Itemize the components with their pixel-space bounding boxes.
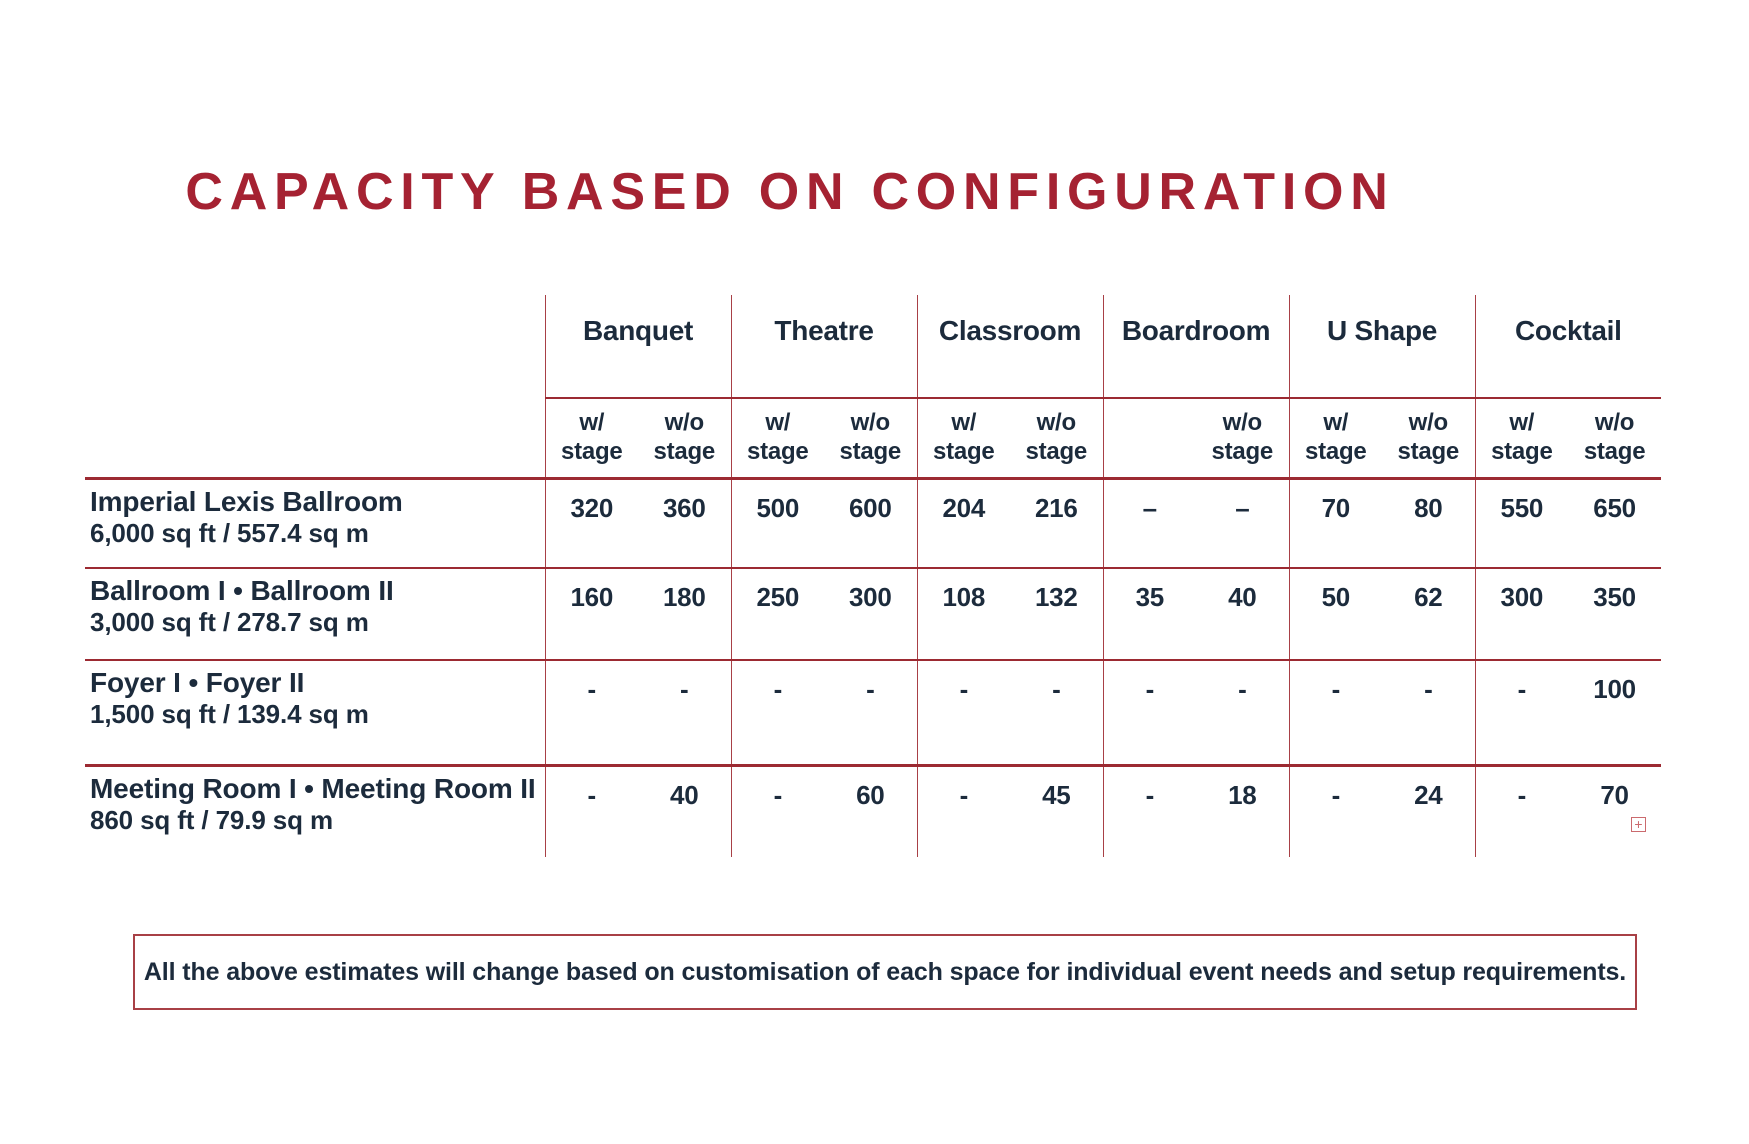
room-name: Foyer I • Foyer II	[90, 667, 305, 698]
page-title: CAPACITY BASED ON CONFIGURATION	[185, 163, 1395, 221]
capacity-cell: 300	[1474, 568, 1569, 661]
capacity-cell: -	[730, 660, 825, 767]
subheader-classroom-w-stage: w/stage	[916, 398, 1011, 480]
capacity-cell: 80	[1382, 478, 1476, 569]
capacity-cell: 132	[1010, 568, 1104, 661]
capacity-cell: -	[1102, 765, 1197, 857]
capacity-cell: -	[1196, 660, 1290, 767]
capacity-table: Banquet Theatre Classroom Boardroom U Sh…	[85, 295, 1662, 857]
room-name: Imperial Lexis Ballroom	[90, 485, 403, 517]
capacity-cell: 550	[1474, 478, 1569, 569]
capacity-cell: -	[544, 765, 638, 857]
capacity-cell: 300	[824, 568, 918, 661]
subheader-classroom-wo-stage: w/o stage	[1010, 398, 1104, 480]
room-name: Meeting Room I • Meeting Room II	[90, 772, 536, 804]
capacity-cell: 216	[1010, 478, 1104, 569]
subheader-ushape-wo-stage: w/o stage	[1382, 398, 1476, 480]
subheader-cocktail-wo-stage: w/o stage	[1568, 398, 1662, 480]
capacity-cell: -	[1382, 660, 1476, 767]
room-size: 1,500 sq ft / 139.4 sq m	[90, 699, 369, 730]
capacity-cell: -	[544, 660, 638, 767]
room-label: Imperial Lexis Ballroom 6,000 sq ft / 55…	[85, 478, 545, 569]
capacity-cell: 500	[730, 478, 825, 569]
subheader-ushape-w-stage: w/stage	[1288, 398, 1383, 480]
capacity-cell: 70	[1288, 478, 1383, 569]
capacity-cell: 35	[1102, 568, 1197, 661]
room-size: 6,000 sq ft / 557.4 sq m	[90, 517, 369, 548]
capacity-cell: -	[638, 660, 732, 767]
column-group-header-row: Banquet Theatre Classroom Boardroom U Sh…	[85, 295, 1662, 399]
room-name: Ballroom I • Ballroom II	[90, 575, 394, 606]
subheader-banquet-w-stage: w/stage	[544, 398, 638, 480]
capacity-cell: -	[824, 660, 918, 767]
room-label: Foyer I • Foyer II 1,500 sq ft / 139.4 s…	[85, 660, 545, 767]
table-row-foyer-1-2: Foyer I • Foyer II 1,500 sq ft / 139.4 s…	[85, 660, 1662, 767]
room-size: 3,000 sq ft / 278.7 sq m	[90, 607, 369, 638]
capacity-cell: 204	[916, 478, 1011, 569]
column-group-banquet: Banquet	[544, 295, 732, 399]
capacity-cell: 40	[1196, 568, 1290, 661]
table-row-ballroom-1-2: Ballroom I • Ballroom II 3,000 sq ft / 2…	[85, 568, 1662, 661]
room-label: Ballroom I • Ballroom II 3,000 sq ft / 2…	[85, 568, 545, 661]
disclaimer-note-text: All the above estimates will change base…	[143, 957, 1627, 986]
room-size: 860 sq ft / 79.9 sq m	[90, 804, 333, 835]
table-row-meeting-room-1-2: Meeting Room I • Meeting Room II 860 sq …	[85, 765, 1661, 857]
column-group-cocktail: Cocktail	[1474, 295, 1662, 399]
capacity-cell: -	[730, 765, 825, 857]
subheader-banquet-wo-stage: w/o stage	[638, 398, 732, 480]
capacity-cell: 50	[1288, 568, 1383, 661]
subheader-boardroom-blank	[1102, 398, 1197, 480]
capacity-cell: 180	[638, 568, 732, 661]
capacity-cell: -	[1288, 765, 1383, 857]
capacity-cell: 18	[1228, 779, 1257, 810]
subheader-boardroom-wo-stage: w/o stage	[1196, 398, 1290, 480]
capacity-cell: 650	[1568, 478, 1662, 569]
capacity-cell: 600	[824, 478, 918, 569]
capacity-cell: 40	[670, 779, 699, 810]
capacity-cell: -	[1288, 660, 1383, 767]
column-group-theatre: Theatre	[730, 295, 918, 399]
capacity-cell: -	[1010, 660, 1104, 767]
column-group-classroom: Classroom	[916, 295, 1104, 399]
capacity-cell: 350	[1568, 568, 1662, 661]
capacity-cell: 108	[916, 568, 1011, 661]
disclaimer-note-box: All the above estimates will change base…	[133, 934, 1637, 1010]
subheader-theatre-wo-stage: w/o stage	[824, 398, 918, 480]
capacity-cell: -	[1102, 660, 1197, 767]
capacity-cell: 45	[1042, 779, 1071, 810]
label-column-header	[85, 295, 545, 398]
capacity-cell: –	[1102, 478, 1197, 569]
column-group-ushape: U Shape	[1288, 295, 1476, 399]
capacity-cell: 360	[638, 478, 732, 569]
capacity-cell: 250	[730, 568, 825, 661]
capacity-cell: 100	[1568, 660, 1662, 767]
room-label: Meeting Room I • Meeting Room II 860 sq …	[85, 765, 545, 857]
subheader-label-spacer	[85, 398, 545, 480]
capacity-cell: 320	[544, 478, 638, 569]
capacity-cell: –	[1196, 478, 1290, 569]
embed-plus-icon[interactable]: +	[1631, 817, 1646, 832]
capacity-cell: 24	[1414, 779, 1443, 810]
subheader-cocktail-w-stage: w/stage	[1474, 398, 1569, 480]
subheader-theatre-w-stage: w/stage	[730, 398, 825, 480]
capacity-cell: -	[916, 765, 1011, 857]
capacity-cell: 60	[856, 779, 885, 810]
column-group-boardroom: Boardroom	[1102, 295, 1290, 399]
capacity-cell: 70	[1600, 779, 1629, 810]
capacity-cell: -	[916, 660, 1011, 767]
capacity-cell: -	[1474, 765, 1569, 857]
table-row-imperial-lexis-ballroom: Imperial Lexis Ballroom 6,000 sq ft / 55…	[85, 478, 1662, 569]
capacity-cell: -	[1474, 660, 1569, 767]
capacity-cell: 160	[544, 568, 638, 661]
subheader-row: w/stage w/o stage w/stage w/o stage w/stag…	[85, 398, 1662, 480]
capacity-cell: 62	[1382, 568, 1476, 661]
